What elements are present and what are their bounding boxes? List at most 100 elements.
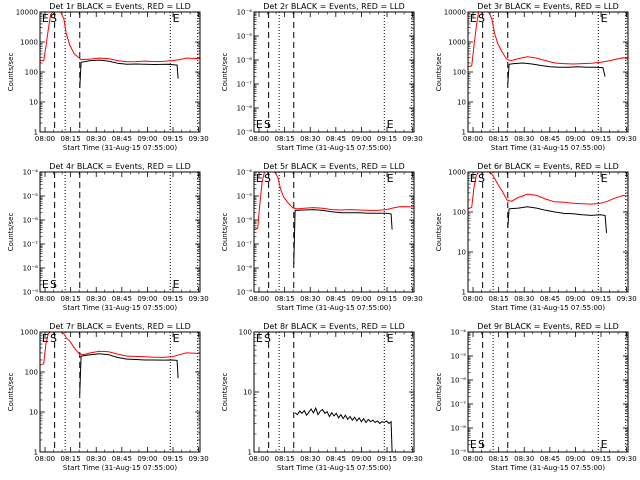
- plot-frame: [39, 11, 201, 133]
- y-tick-label: 10⁻⁸: [237, 105, 253, 113]
- panel-title: Det 1r BLACK = Events, RED = LLD: [49, 2, 191, 11]
- x-tick-label: 09:00: [137, 295, 157, 303]
- event-marker-e: E: [470, 438, 477, 451]
- event-marker-e: E: [387, 172, 394, 185]
- y-tick-label: 10⁻⁵: [237, 33, 253, 41]
- x-tick-label: 08:00: [463, 455, 483, 463]
- x-tick-label: 08:30: [514, 455, 534, 463]
- x-tick-label: 09:30: [617, 455, 637, 463]
- event-marker-s: S: [50, 332, 57, 345]
- x-tick-label: 08:45: [112, 135, 132, 143]
- y-tick-label: 10: [29, 99, 38, 107]
- x-tick-label: 08:30: [300, 295, 320, 303]
- y-axis-label: Counts/sec: [435, 373, 443, 412]
- x-tick-label: 08:00: [35, 135, 55, 143]
- panel-title: Det 3r BLACK = Events, RED = LLD: [477, 2, 619, 11]
- panel-title: Det 6r BLACK = Events, RED = LLD: [477, 162, 619, 171]
- events-series-line: [507, 206, 607, 233]
- event-marker-e: E: [42, 12, 49, 25]
- events-series-line: [79, 353, 179, 393]
- detector-panel-6: Det 6r BLACK = Events, RED = LLD 1 10 100 10…: [435, 162, 637, 312]
- y-tick-label: 1000: [20, 39, 38, 47]
- event-marker-s: S: [50, 12, 57, 25]
- plot-frame: [39, 331, 201, 453]
- y-tick-label: 1000: [20, 329, 38, 337]
- lld-series-line: [40, 332, 200, 366]
- x-tick-label: 08:45: [112, 295, 132, 303]
- x-tick-label: 08:30: [300, 135, 320, 143]
- y-tick-label: 10: [457, 249, 466, 257]
- y-tick-label: 10⁻⁹: [23, 289, 39, 297]
- x-tick-label: 09:30: [189, 135, 209, 143]
- panel-title: Det 8r BLACK = Events, RED = LLD: [263, 322, 405, 331]
- x-tick-label: 08:30: [86, 455, 106, 463]
- y-tick-label: 10⁻⁴: [237, 169, 253, 177]
- y-tick-label: 10⁻⁹: [451, 449, 467, 457]
- x-tick-label: 08:00: [463, 295, 483, 303]
- x-tick-label: 09:15: [377, 135, 397, 143]
- panel-title: Det 9r BLACK = Events, RED = LLD: [477, 322, 619, 331]
- y-tick-label: 10⁻⁴: [237, 9, 253, 17]
- y-tick-label: 100: [453, 69, 466, 77]
- x-axis-label: Start Time (31-Aug-15 07:55:00): [277, 144, 391, 152]
- x-tick-label: 08:15: [275, 295, 295, 303]
- events-series-line: [507, 62, 606, 84]
- events-series-line: [294, 406, 393, 452]
- y-tick-label: 10⁻⁹: [237, 289, 253, 297]
- event-marker-e: E: [256, 332, 263, 345]
- y-tick-label: 10⁻⁸: [237, 265, 253, 273]
- y-tick-label: 10⁻⁴: [23, 169, 39, 177]
- x-tick-label: 08:00: [249, 295, 269, 303]
- x-tick-label: 09:15: [591, 455, 611, 463]
- x-tick-label: 09:00: [565, 295, 585, 303]
- y-axis-label: Counts/sec: [7, 53, 15, 92]
- x-tick-label: 08:30: [86, 135, 106, 143]
- x-axis-label: Start Time (31-Aug-15 07:55:00): [491, 144, 605, 152]
- event-marker-e: E: [601, 438, 608, 451]
- event-marker-s: S: [478, 438, 485, 451]
- x-tick-label: 08:00: [35, 455, 55, 463]
- plot-frame: [467, 171, 629, 293]
- x-tick-label: 08:00: [35, 295, 55, 303]
- event-marker-e: E: [470, 172, 477, 185]
- y-tick-label: 10⁻⁷: [23, 241, 39, 249]
- x-tick-label: 09:15: [377, 295, 397, 303]
- event-marker-e: E: [42, 332, 49, 345]
- plot-frame: [253, 331, 415, 453]
- x-tick-label: 08:15: [489, 295, 509, 303]
- event-marker-e: E: [42, 278, 49, 291]
- y-tick-label: 10: [29, 409, 38, 417]
- event-marker-s: S: [264, 172, 271, 185]
- x-tick-label: 08:00: [463, 135, 483, 143]
- x-tick-label: 08:15: [275, 455, 295, 463]
- event-marker-s: S: [50, 278, 57, 291]
- x-axis-label: Start Time (31-Aug-15 07:55:00): [491, 304, 605, 312]
- x-axis-label: Start Time (31-Aug-15 07:55:00): [277, 464, 391, 472]
- event-marker-e: E: [470, 12, 477, 25]
- x-tick-label: 09:30: [403, 295, 423, 303]
- x-axis-label: Start Time (31-Aug-15 07:55:00): [63, 304, 177, 312]
- event-marker-e: E: [173, 12, 180, 25]
- y-axis-label: Counts/sec: [435, 53, 443, 92]
- event-marker-e: E: [173, 332, 180, 345]
- event-marker-e: E: [173, 278, 180, 291]
- y-tick-label: 1: [248, 449, 252, 457]
- y-tick-label: 10⁻⁹: [237, 129, 253, 137]
- lld-series-line: [468, 172, 628, 210]
- x-tick-label: 08:45: [326, 455, 346, 463]
- events-series-line: [293, 209, 393, 264]
- x-tick-label: 09:30: [403, 455, 423, 463]
- x-tick-label: 09:30: [189, 295, 209, 303]
- event-marker-e: E: [256, 118, 263, 131]
- y-tick-label: 1: [462, 289, 466, 297]
- y-tick-label: 10⁻⁶: [237, 57, 253, 65]
- x-tick-label: 09:30: [403, 135, 423, 143]
- y-tick-label: 10: [457, 99, 466, 107]
- x-tick-label: 08:15: [489, 455, 509, 463]
- y-tick-label: 1000: [448, 39, 466, 47]
- detector-panel-2: Det 2r BLACK = Events, RED = LLD 10⁻⁹ 10⁻⁸…: [221, 2, 423, 152]
- event-marker-s: S: [264, 118, 271, 131]
- x-tick-label: 08:15: [275, 135, 295, 143]
- y-tick-label: 10⁻⁸: [23, 265, 39, 273]
